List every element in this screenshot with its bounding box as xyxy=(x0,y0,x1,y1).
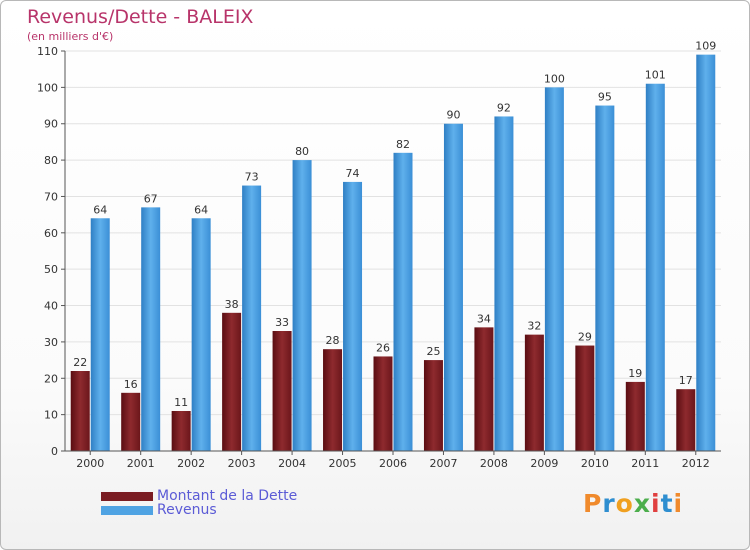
bar-debt-2011 xyxy=(625,381,645,451)
bar-debt-2010 xyxy=(575,345,595,451)
bar-revenue-2000 xyxy=(90,218,110,451)
legend-swatch-revenue xyxy=(101,505,153,515)
bar-debt-2006 xyxy=(373,356,393,451)
bar-revenue-2008 xyxy=(494,116,514,452)
data-label-debt-2004: 33 xyxy=(275,316,289,329)
bar-debt-2012 xyxy=(676,389,696,451)
y-tick-label: 100 xyxy=(37,81,58,94)
y-tick-label: 70 xyxy=(44,190,58,203)
bar-revenue-2011 xyxy=(645,83,665,452)
data-label-revenue-2010: 95 xyxy=(598,91,612,104)
bar-debt-2003 xyxy=(222,312,242,451)
logo-letter: i xyxy=(673,489,684,518)
logo-letter: t xyxy=(660,489,674,518)
x-tick-label: 2003 xyxy=(228,457,256,470)
legend-item-revenue: Revenus xyxy=(101,502,217,518)
chart-title: Revenus/Dette - BALEIX xyxy=(27,6,254,28)
bar-revenue-2006 xyxy=(393,152,413,451)
data-label-debt-2000: 22 xyxy=(73,356,87,369)
x-tick-label: 2012 xyxy=(682,457,710,470)
data-label-debt-2001: 16 xyxy=(124,378,138,391)
data-label-revenue-2002: 64 xyxy=(194,203,208,216)
x-tick-label: 2002 xyxy=(177,457,205,470)
x-tick-label: 2004 xyxy=(278,457,306,470)
y-tick-label: 0 xyxy=(51,445,58,458)
bar-revenue-2012 xyxy=(696,54,716,452)
data-label-revenue-2004: 80 xyxy=(295,145,309,158)
bar-debt-2009 xyxy=(524,334,544,451)
bars xyxy=(70,54,716,452)
legend-label-debt: Montant de la Dette xyxy=(157,488,298,504)
x-tick-label: 2011 xyxy=(631,457,659,470)
data-label-debt-2011: 19 xyxy=(628,367,642,380)
bar-debt-2000 xyxy=(70,371,90,451)
bar-revenue-2007 xyxy=(443,123,463,452)
data-label-revenue-2001: 67 xyxy=(144,192,158,205)
data-label-debt-2012: 17 xyxy=(679,374,693,387)
data-label-debt-2009: 32 xyxy=(527,320,541,333)
y-tick-label: 20 xyxy=(44,372,58,385)
y-tick-label: 30 xyxy=(44,336,58,349)
y-tick-label: 40 xyxy=(44,300,58,313)
logo-letter: x xyxy=(633,489,651,518)
grid-lines xyxy=(65,50,721,416)
data-labels: 22 64 16 67 11 64 38 73 33 80 28 74 26 82 25 90 34 92 32 10… xyxy=(73,40,716,409)
bar-revenue-2010 xyxy=(595,105,615,451)
bar-revenue-2005 xyxy=(343,181,363,451)
bar-revenue-2001 xyxy=(141,207,161,451)
legend-swatch-debt xyxy=(101,491,153,501)
logo-letter: P xyxy=(583,489,603,518)
proxiti-logo: Proxiti xyxy=(583,489,683,518)
data-label-revenue-2008: 92 xyxy=(497,101,511,114)
y-tick-label: 10 xyxy=(44,409,58,422)
y-tick-label: 80 xyxy=(44,154,58,167)
x-tick-label: 2007 xyxy=(429,457,457,470)
data-label-debt-2005: 28 xyxy=(326,334,340,347)
data-label-revenue-2000: 64 xyxy=(93,203,107,216)
x-tick-label: 2010 xyxy=(581,457,609,470)
x-tick-label: 2000 xyxy=(76,457,104,470)
data-label-revenue-2005: 74 xyxy=(346,167,360,180)
legend-item-debt: Montant de la Dette xyxy=(101,488,297,504)
bar-revenue-2009 xyxy=(544,87,564,451)
data-label-debt-2006: 26 xyxy=(376,341,390,354)
data-label-revenue-2007: 90 xyxy=(446,109,460,122)
bar-debt-2001 xyxy=(121,392,141,451)
data-label-revenue-2011: 101 xyxy=(645,69,666,82)
x-tick-label: 2006 xyxy=(379,457,407,470)
chart-subtitle: (en milliers d'€) xyxy=(27,30,114,43)
data-label-revenue-2006: 82 xyxy=(396,138,410,151)
legend-label-revenue: Revenus xyxy=(157,502,217,518)
y-tick-label: 110 xyxy=(37,45,58,58)
data-label-debt-2007: 25 xyxy=(426,345,440,358)
logo-letter: r xyxy=(602,489,616,518)
x-tick-label: 2009 xyxy=(530,457,558,470)
data-label-revenue-2009: 100 xyxy=(544,72,565,85)
data-label-debt-2008: 34 xyxy=(477,312,491,325)
bar-debt-2007 xyxy=(423,360,443,451)
bar-debt-2002 xyxy=(171,411,191,451)
y-tick-label: 90 xyxy=(44,118,58,131)
logo-letter: i xyxy=(651,489,661,518)
data-label-debt-2002: 11 xyxy=(174,396,188,409)
x-tick-label: 2008 xyxy=(480,457,508,470)
data-label-debt-2003: 38 xyxy=(225,298,239,311)
x-tick-label: 2005 xyxy=(329,457,357,470)
y-tick-label: 50 xyxy=(44,263,58,276)
data-label-revenue-2003: 73 xyxy=(245,171,259,184)
bar-debt-2005 xyxy=(323,349,343,451)
x-tick-label: 2001 xyxy=(127,457,155,470)
bar-revenue-2003 xyxy=(242,185,262,451)
bar-revenue-2004 xyxy=(292,160,312,451)
data-label-revenue-2012: 109 xyxy=(695,40,716,53)
axes: 0 10 20 30 40 50 60 70 80 90 100 110 2000 2001 2002 200… xyxy=(37,45,721,470)
bar-debt-2004 xyxy=(272,331,292,451)
bar-debt-2008 xyxy=(474,327,494,451)
y-tick-label: 60 xyxy=(44,227,58,240)
data-label-debt-2010: 29 xyxy=(578,331,592,344)
bar-revenue-2002 xyxy=(191,218,211,451)
logo-letter: o xyxy=(615,489,634,518)
